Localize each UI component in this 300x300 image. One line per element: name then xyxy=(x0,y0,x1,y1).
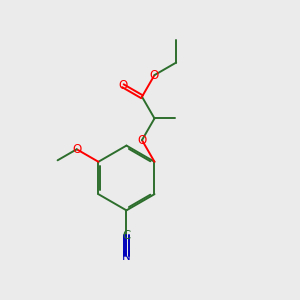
Text: O: O xyxy=(137,134,147,147)
Text: C: C xyxy=(122,229,130,242)
Text: N: N xyxy=(122,250,131,262)
Text: O: O xyxy=(72,143,81,156)
Text: O: O xyxy=(118,79,128,92)
Text: O: O xyxy=(150,69,159,82)
